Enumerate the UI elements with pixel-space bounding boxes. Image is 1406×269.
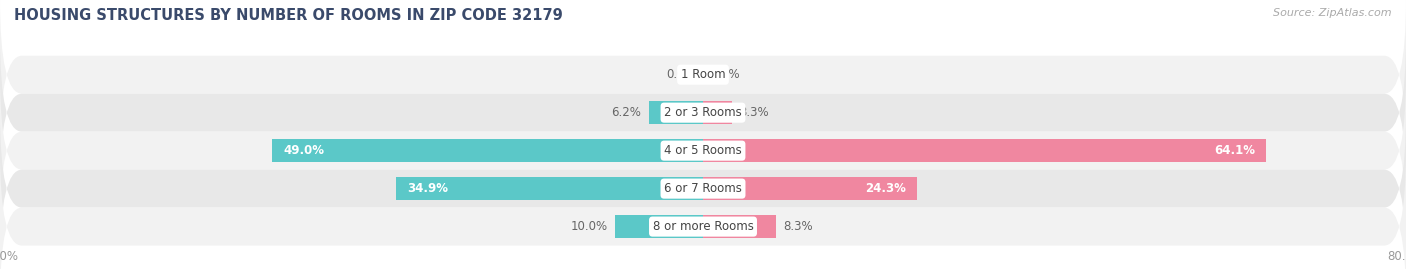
FancyBboxPatch shape <box>273 139 703 162</box>
Text: 24.3%: 24.3% <box>865 182 905 195</box>
Text: 64.1%: 64.1% <box>1215 144 1256 157</box>
Text: 6 or 7 Rooms: 6 or 7 Rooms <box>664 182 742 195</box>
Text: 10.0%: 10.0% <box>571 220 609 233</box>
Text: 8.3%: 8.3% <box>783 220 813 233</box>
Text: 0.0%: 0.0% <box>666 68 696 81</box>
FancyBboxPatch shape <box>0 37 1406 189</box>
FancyBboxPatch shape <box>0 0 1406 151</box>
Text: Source: ZipAtlas.com: Source: ZipAtlas.com <box>1274 8 1392 18</box>
FancyBboxPatch shape <box>703 139 1267 162</box>
FancyBboxPatch shape <box>396 177 703 200</box>
Text: 0.0%: 0.0% <box>710 68 740 81</box>
Text: 6.2%: 6.2% <box>612 106 641 119</box>
Text: 34.9%: 34.9% <box>406 182 449 195</box>
FancyBboxPatch shape <box>0 151 1406 269</box>
FancyBboxPatch shape <box>0 113 1406 265</box>
Text: HOUSING STRUCTURES BY NUMBER OF ROOMS IN ZIP CODE 32179: HOUSING STRUCTURES BY NUMBER OF ROOMS IN… <box>14 8 562 23</box>
FancyBboxPatch shape <box>0 75 1406 226</box>
Text: 49.0%: 49.0% <box>283 144 323 157</box>
Text: 8 or more Rooms: 8 or more Rooms <box>652 220 754 233</box>
Text: 1 Room: 1 Room <box>681 68 725 81</box>
Text: 3.3%: 3.3% <box>740 106 769 119</box>
FancyBboxPatch shape <box>616 215 703 238</box>
FancyBboxPatch shape <box>703 101 733 125</box>
Text: 2 or 3 Rooms: 2 or 3 Rooms <box>664 106 742 119</box>
FancyBboxPatch shape <box>648 101 703 125</box>
Text: 4 or 5 Rooms: 4 or 5 Rooms <box>664 144 742 157</box>
FancyBboxPatch shape <box>703 215 776 238</box>
FancyBboxPatch shape <box>703 177 917 200</box>
